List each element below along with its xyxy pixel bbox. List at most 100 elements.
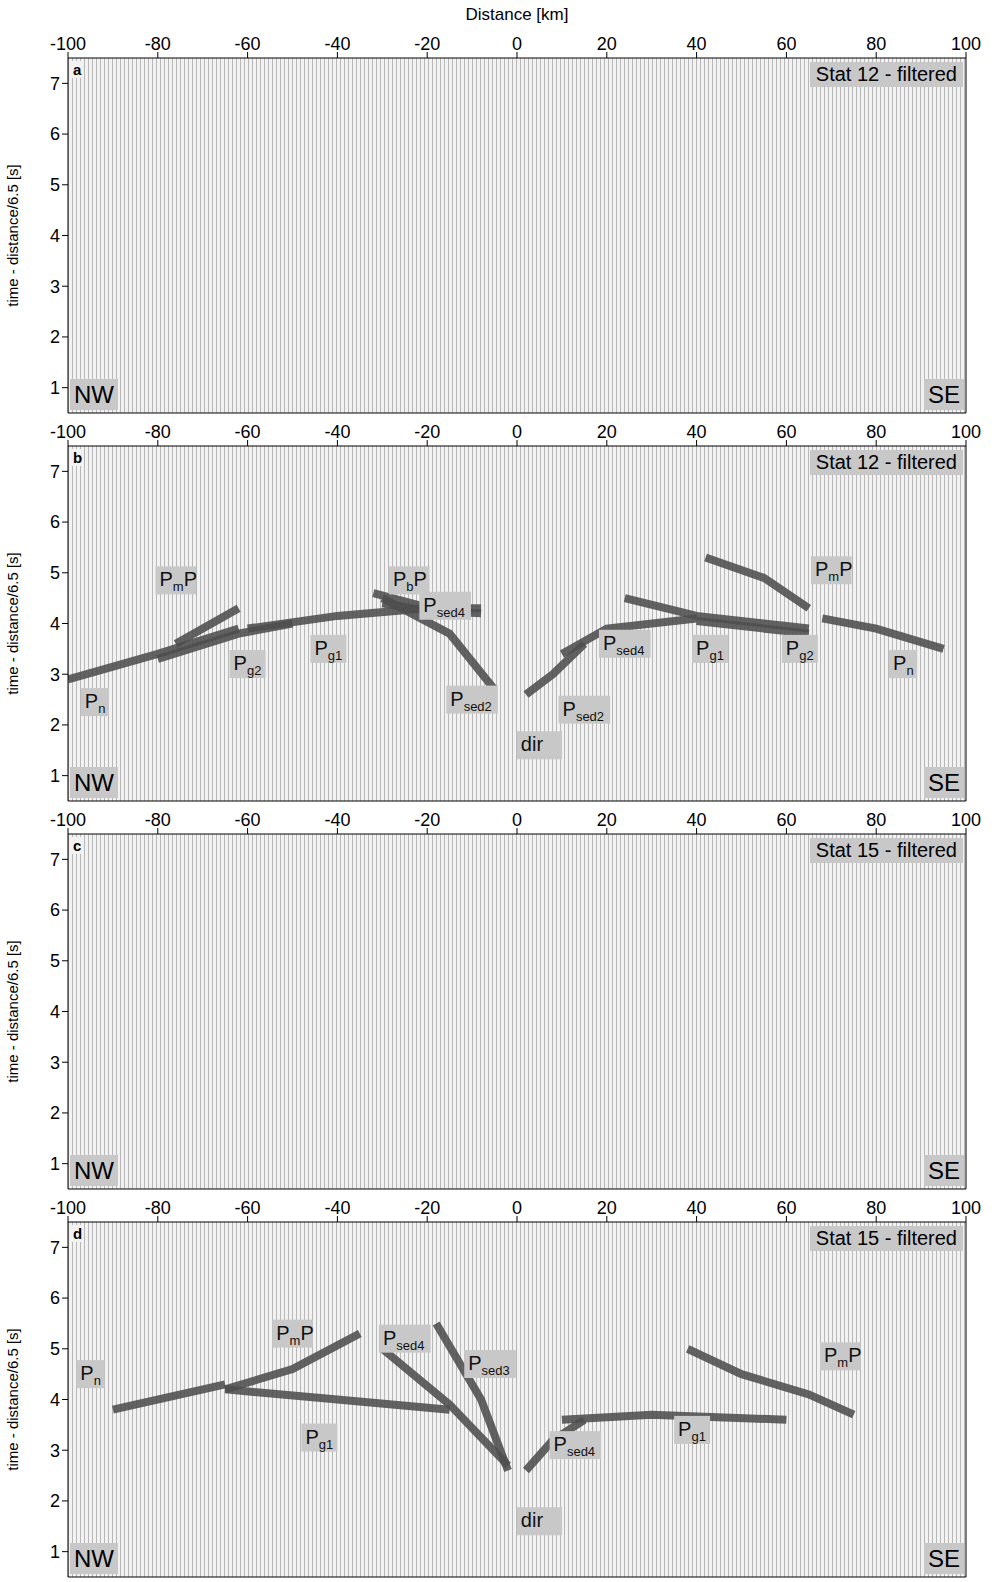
svg-text:1: 1 [50,1542,60,1562]
svg-text:7: 7 [50,850,60,870]
svg-text:100: 100 [951,1198,981,1218]
svg-text:80: 80 [866,810,886,830]
svg-text:40: 40 [687,422,707,442]
svg-text:-40: -40 [324,422,350,442]
svg-text:Pg1: Pg1 [696,637,724,663]
svg-text:-80: -80 [145,34,171,54]
svg-text:dir: dir [521,1509,544,1531]
svg-text:Psed2: Psed2 [450,688,492,714]
svg-text:Pg1: Pg1 [305,1426,333,1452]
svg-text:Pn: Pn [85,690,106,716]
svg-text:4: 4 [50,614,60,634]
svg-text:2: 2 [50,1103,60,1123]
svg-text:1: 1 [50,378,60,398]
svg-text:PmP: PmP [824,1344,862,1370]
svg-text:-80: -80 [145,422,171,442]
svg-text:3: 3 [50,1053,60,1073]
svg-text:-100: -100 [50,34,86,54]
svg-text:1: 1 [50,766,60,786]
svg-text:Psed4: Psed4 [423,594,465,620]
svg-text:100: 100 [951,810,981,830]
svg-text:40: 40 [687,1198,707,1218]
svg-text:7: 7 [50,1238,60,1258]
svg-text:20: 20 [597,810,617,830]
svg-text:1: 1 [50,1154,60,1174]
svg-text:6: 6 [50,900,60,920]
svg-text:4: 4 [50,1002,60,1022]
svg-text:time - distance/6.5 [s]: time - distance/6.5 [s] [4,164,21,307]
svg-text:PbP: PbP [393,568,427,594]
svg-text:time - distance/6.5 [s]: time - distance/6.5 [s] [4,552,21,695]
html-text:NW: NW [74,381,114,408]
svg-text:-60: -60 [235,34,261,54]
svg-text:time - distance/6.5 [s]: time - distance/6.5 [s] [4,1328,21,1471]
svg-text:5: 5 [50,563,60,583]
svg-text:100: 100 [951,34,981,54]
svg-text:-20: -20 [414,1198,440,1218]
svg-text:Pn: Pn [893,652,914,678]
svg-text:5: 5 [50,1339,60,1359]
svg-text:0: 0 [512,34,522,54]
svg-text:60: 60 [776,1198,796,1218]
svg-text:40: 40 [687,34,707,54]
svg-text:-20: -20 [414,810,440,830]
svg-text:80: 80 [866,1198,886,1218]
svg-text:20: 20 [597,422,617,442]
svg-text:2: 2 [50,327,60,347]
svg-text:Psed3: Psed3 [468,1352,510,1378]
svg-text:PmP: PmP [159,568,197,594]
svg-text:-80: -80 [145,810,171,830]
svg-text:5: 5 [50,951,60,971]
svg-text:0: 0 [512,810,522,830]
svg-text:dir: dir [521,733,544,755]
svg-text:Psed4: Psed4 [383,1327,425,1353]
svg-text:-100: -100 [50,422,86,442]
svg-text:-20: -20 [414,422,440,442]
svg-text:7: 7 [50,74,60,94]
svg-text:-60: -60 [235,422,261,442]
svg-text:Pg2: Pg2 [234,652,262,678]
svg-text:80: 80 [866,422,886,442]
svg-text:Psed4: Psed4 [603,632,645,658]
svg-text:60: 60 [776,422,796,442]
svg-text:20: 20 [597,34,617,54]
svg-text:-60: -60 [235,1198,261,1218]
svg-text:6: 6 [50,512,60,532]
svg-text:4: 4 [50,226,60,246]
svg-text:4: 4 [50,1390,60,1410]
svg-text:-100: -100 [50,810,86,830]
svg-text:-80: -80 [145,1198,171,1218]
svg-text:6: 6 [50,1288,60,1308]
svg-text:Psed4: Psed4 [554,1433,596,1459]
svg-text:100: 100 [951,422,981,442]
svg-text:PmP: PmP [276,1322,314,1348]
svg-text:2: 2 [50,715,60,735]
svg-text:PmP: PmP [815,558,853,584]
svg-text:3: 3 [50,1441,60,1461]
svg-text:7: 7 [50,462,60,482]
svg-text:-100: -100 [50,1198,86,1218]
svg-text:Pg1: Pg1 [314,637,342,663]
svg-text:-40: -40 [324,34,350,54]
svg-text:Pg1: Pg1 [678,1418,706,1444]
svg-text:-40: -40 [324,1198,350,1218]
svg-text:40: 40 [687,810,707,830]
svg-text:-40: -40 [324,810,350,830]
svg-text:Pg2: Pg2 [786,637,814,663]
svg-text:Pn: Pn [80,1362,101,1388]
svg-text:-20: -20 [414,34,440,54]
svg-text:-60: -60 [235,810,261,830]
svg-text:5: 5 [50,175,60,195]
svg-text:time - distance/6.5 [s]: time - distance/6.5 [s] [4,940,21,1083]
svg-text:3: 3 [50,277,60,297]
svg-text:Psed2: Psed2 [563,698,605,724]
svg-text:0: 0 [512,1198,522,1218]
svg-text:0: 0 [512,422,522,442]
svg-text:3: 3 [50,665,60,685]
svg-text:60: 60 [776,34,796,54]
svg-text:2: 2 [50,1491,60,1511]
svg-text:80: 80 [866,34,886,54]
svg-text:6: 6 [50,124,60,144]
svg-text:60: 60 [776,810,796,830]
svg-text:20: 20 [597,1198,617,1218]
